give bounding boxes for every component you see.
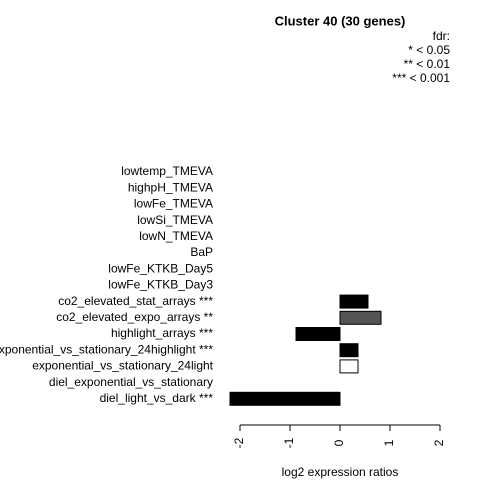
bar [229,391,341,406]
y-tick-label: exponential_vs_stationary_24highlight **… [0,342,213,356]
x-tick-label: -2 [232,437,246,448]
bar [295,327,341,341]
legend-entry: ** < 0.01 [404,57,451,71]
legend-entry: * < 0.05 [408,43,450,57]
x-tick-label: 2 [432,439,446,446]
y-tick-label: highpH_TMEVA [128,180,213,194]
y-tick-label: lowFe_TMEVA [134,197,213,211]
legend-title: fdr: [433,29,450,43]
y-tick-label: highlight_arrays *** [111,326,213,340]
bar [339,343,359,358]
x-tick-label: 1 [382,439,396,446]
y-tick-label: diel_light_vs_dark *** [100,391,214,405]
y-tick-label: exponential_vs_stationary_24light [32,359,213,373]
bar [339,294,369,309]
x-tick-label: -1 [282,437,296,448]
y-tick-label: lowFe_KTKB_Day3 [108,278,213,292]
y-tick-label: lowFe_KTKB_Day5 [108,261,213,275]
y-tick-label: lowSi_TMEVA [137,213,213,227]
bar [339,310,382,325]
bar [339,359,359,374]
y-tick-label: diel_exponential_vs_stationary [49,375,213,389]
x-axis-label: log2 expression ratios [282,465,399,479]
y-tick-label: BaP [190,245,213,259]
y-tick-label: co2_elevated_expo_arrays ** [56,310,213,324]
y-tick-label: lowN_TMEVA [139,229,213,243]
y-tick-label: lowtemp_TMEVA [121,164,213,178]
chart-title: Cluster 40 (30 genes) [275,13,406,28]
y-tick-label: co2_elevated_stat_arrays *** [58,294,213,308]
legend-entry: *** < 0.001 [392,71,450,85]
x-tick-label: 0 [332,439,346,446]
